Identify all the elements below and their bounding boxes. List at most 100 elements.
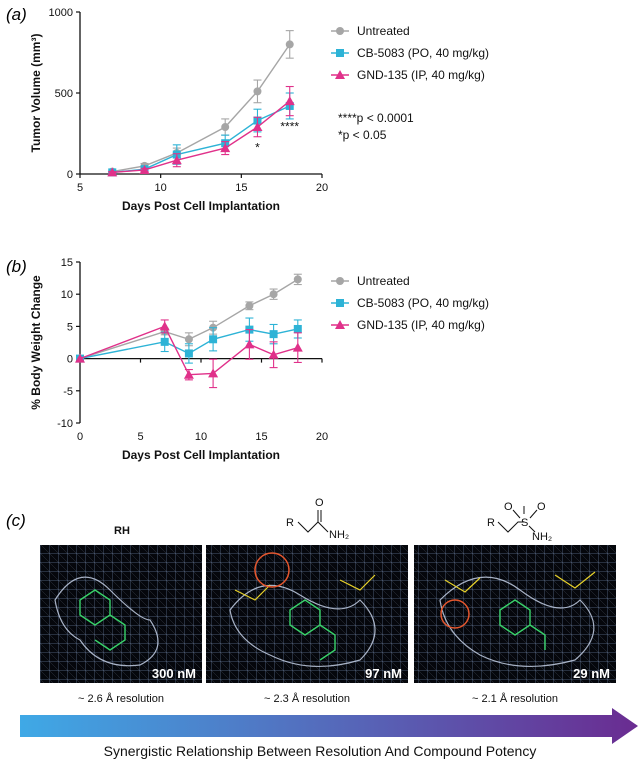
micrograph-1-resolution: ~ 2.6 Å resolution [78,692,164,705]
chart-b-cb5083-point [160,337,169,346]
legend-a-gnd135-marker [335,70,345,79]
chart-b-untreated-point [184,335,193,344]
legend-a: Untreated CB-5083 (PO, 40 mg/kg) GND-135… [331,24,489,82]
chart-a-y-tick-label: 1000 [49,7,73,19]
chart-b-x-axis-title: Days Post Cell Implantation [122,448,280,462]
chart-a-x-tick-label: 5 [77,182,83,194]
micrograph-2-ligand [289,599,336,661]
chart-a-y-axis-title: Tumor Volume (mm³) [29,34,43,153]
amide-r-label: R [286,517,294,529]
bottom-caption: Synergistic Relationship Between Resolut… [104,743,537,759]
micrograph-2-potency: 97 nM [365,666,402,681]
legend-a-untreated-label: Untreated [357,24,410,38]
sulfonamide-r-label: R [487,517,495,529]
chart-a-y-tick-label: 500 [55,88,73,100]
chart-b-cb5083-point [269,330,278,339]
sulfonamide-o1-label: O [504,501,513,513]
micrograph-1-image [40,545,202,683]
micrograph-2-resolution: ~ 2.3 Å resolution [264,692,350,705]
micrograph-2-sidechains [234,574,376,601]
chart-a-y-tick-label: 0 [67,169,73,181]
amide-structure [297,510,329,533]
chart-a-untreated-line [112,44,291,173]
chart-a-significance-mark: **** [280,119,299,133]
micrograph-3-image [414,545,616,683]
chart-a-x-axis-title: Days Post Cell Implantation [122,199,280,213]
chart-b-cb5083-point [293,324,302,333]
panel-label-a: (a) [6,5,27,24]
micrograph-3-highlight-circle [440,599,470,629]
chart-a-untreated-point [285,40,294,49]
legend-a-cb5083-label: CB-5083 (PO, 40 mg/kg) [357,46,489,60]
chart-b-untreated-point [245,301,254,310]
legend-b-untreated-marker [336,277,344,285]
chart-a-gnd135-point [107,167,118,177]
legend-a-gnd135-label: GND-135 (IP, 40 mg/kg) [357,68,485,82]
stat-legend-p005: *p < 0.05 [338,128,387,142]
chart-a-gnd135-point [220,143,231,153]
chart-a-gnd135-point [171,155,182,165]
micrograph-1-potency: 300 nM [152,666,196,681]
chart-b-x-tick-label: 0 [77,431,83,443]
micrograph-1-density [54,576,159,667]
chart-b-gnd135-point [244,339,255,349]
chart-b-gnd135-point [208,368,219,378]
micrograph-2-highlight-circle [254,552,290,588]
amide-chain-bonds [297,521,329,533]
chart-a-significance-mark: * [255,140,260,154]
micrograph-3-sidechains [444,571,596,593]
chart-a-gnd135-point [284,96,295,106]
chart-a-gnd135-point [139,164,150,174]
tumor-volume-chart: 5 10 15 20 0 500 1000 Days Post Cell Implantati… [29,7,328,213]
chart-b-gnd135-point [159,321,170,331]
chart-b-gnd135-point [268,349,279,359]
chart-b-y-axis-title: % Body Weight Change [29,275,43,410]
chart-b-x-tick-label: 20 [316,431,328,443]
chart-a-x-tick-label: 15 [235,182,247,194]
chart-a-x-tick-label: 20 [316,182,328,194]
chart-b-untreated-point [293,275,302,284]
legend-b-gnd135-marker [335,320,345,329]
chart-b-x-tick-label: 10 [195,431,207,443]
chart-a-gnd135-line [112,100,291,174]
legend-b-cb5083-label: CB-5083 (PO, 40 mg/kg) [357,296,489,310]
sulfonamide-structure [497,506,538,533]
chart-b-cb5083-point [209,335,218,344]
chart-a-gnd135-point [252,122,263,132]
amide-o-label: O [315,497,324,509]
legend-b-cb5083-marker [336,299,344,307]
legend-b-gnd135-label: GND-135 (IP, 40 mg/kg) [357,318,485,332]
chart-a-untreated-point [221,123,230,132]
micrograph-3-resolution: ~ 2.1 Å resolution [472,692,558,705]
sulfonamide-chain-bonds [497,521,524,533]
legend-a-untreated-marker [336,27,344,35]
sulfonamide-s-label: S [521,517,528,529]
chart-a-cb5083-line [112,105,291,174]
chart-b-x-tick-label: 5 [137,431,143,443]
gradient-arrow [20,708,638,744]
sulfonamide-o2-label: O [537,501,546,513]
chart-b-untreated-point [269,290,278,299]
chart-b-y-tick-label: 5 [67,321,73,333]
micrograph-2-image [206,545,408,683]
micrograph-3: 29 nM [414,545,616,683]
micrograph-3-ligand [499,599,546,650]
chart-b-y-tick-label: 10 [61,289,73,301]
chart-a-x-tick-label: 10 [155,182,167,194]
amide-carbonyl-bond [317,510,322,522]
sulfonamide-nh2-label: NH₂ [532,531,552,543]
body-weight-chart: 0 5 10 15 20 -10 -5 0 5 10 15 Days Post Cell Implan… [29,257,328,462]
panel-label-c: (c) [6,511,26,530]
legend-a-cb5083-marker [336,49,344,57]
chart-b-y-tick-label: 15 [61,257,73,269]
chart-b-y-tick-label: -5 [63,386,73,398]
micrograph-1-ligand [79,589,126,651]
micrograph-2: 97 nM [206,545,408,683]
chart-b-y-tick-label: -10 [57,418,73,430]
micrograph-2-density [229,584,376,667]
micrograph-1: 300 nM [40,545,202,683]
chart-b-x-tick-label: 15 [255,431,267,443]
panel-label-b: (b) [6,257,27,276]
chart-b-y-tick-label: 0 [67,354,73,366]
